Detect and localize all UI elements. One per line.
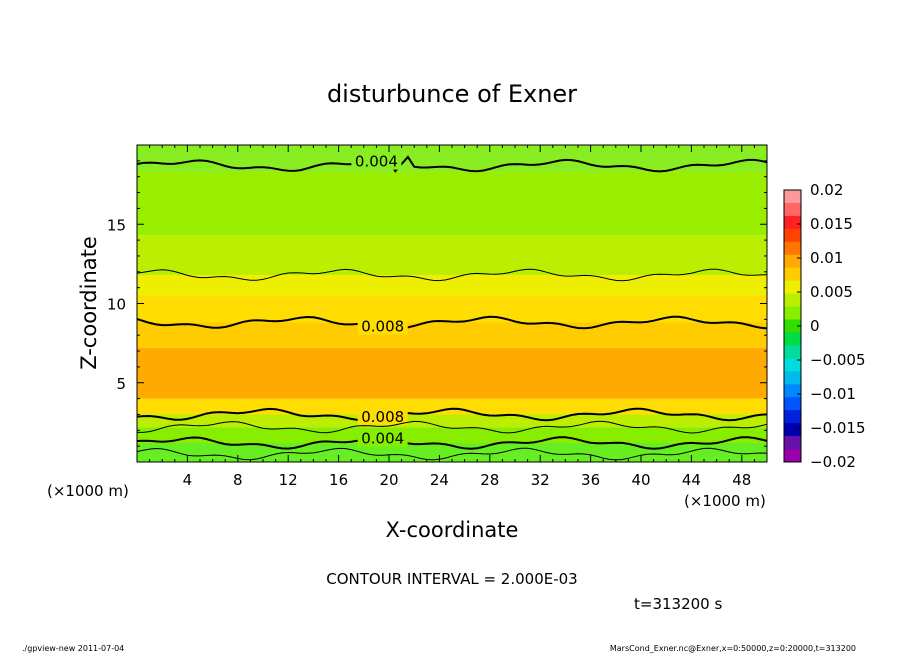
contour-band-6 xyxy=(137,295,767,323)
x-tick-label: 16 xyxy=(329,471,348,489)
colorbar-swatch xyxy=(784,449,801,463)
colorbar-swatch xyxy=(784,410,801,424)
x-tick-label: 48 xyxy=(732,471,751,489)
x-tick-label: 20 xyxy=(379,471,398,489)
x-unit-left: (×1000 m) xyxy=(47,482,129,500)
contour-line-2 xyxy=(136,315,768,330)
colorbar-swatch xyxy=(784,215,801,230)
x-tick-label: 12 xyxy=(279,471,298,489)
colorbar-swatch xyxy=(784,254,801,269)
colorbar-swatch xyxy=(784,241,801,256)
x-tick-label: 44 xyxy=(682,471,701,489)
plot-area xyxy=(137,145,767,462)
time-text: t=313200 s xyxy=(634,595,722,613)
contour-line-3 xyxy=(136,407,768,422)
x-tick-label: 40 xyxy=(631,471,650,489)
colorbar-swatch xyxy=(784,332,801,346)
contour-interval-text: CONTOUR INTERVAL = 2.000E-03 xyxy=(326,570,577,588)
colorbar-tick-label: −0.005 xyxy=(810,351,866,369)
contour-band-5 xyxy=(137,322,767,348)
colorbar-swatch xyxy=(784,293,801,308)
x-tick-label: 32 xyxy=(531,471,550,489)
colorbar-swatch xyxy=(784,423,801,437)
colorbar-tick-label: 0.015 xyxy=(810,215,853,233)
colorbar-tick-label: 0 xyxy=(810,317,820,335)
x-tick-label: 28 xyxy=(480,471,499,489)
footer-left: ./gpview-new 2011-07-04 xyxy=(22,644,124,653)
contour-label-bg-0 xyxy=(351,151,402,170)
x-axis-label: X-coordinate xyxy=(386,518,519,542)
colorbar-swatch xyxy=(784,384,801,398)
contour-band-7 xyxy=(137,274,767,296)
x-tick-label: 36 xyxy=(581,471,600,489)
y-axis-ticks: 5 10 15 xyxy=(107,160,767,447)
contour-label-bg-5 xyxy=(357,428,408,447)
contour-line-6 xyxy=(136,447,768,461)
contour-label-3: 0.008 xyxy=(361,408,404,426)
contour-band-1 xyxy=(137,427,767,443)
colorbar-swatch xyxy=(784,202,801,217)
contour-layer: 0.004 0.008 0.008 0.004 xyxy=(136,151,768,461)
colorbar-tick-label: −0.01 xyxy=(810,385,856,403)
colorbar-swatch xyxy=(784,345,801,359)
x-unit-right: (×1000 m) xyxy=(684,492,766,510)
contour-band-3 xyxy=(137,398,767,415)
contour-label-2: 0.008 xyxy=(361,318,404,336)
footer-right: MarsCond_Exner.nc@Exner,x=0:50000,z=0:20… xyxy=(610,644,856,653)
colorbar-swatch xyxy=(784,371,801,385)
contour-band-2 xyxy=(137,414,767,428)
contour-band-4 xyxy=(137,347,767,399)
x-tick-label: 4 xyxy=(183,471,193,489)
colorbar-swatch xyxy=(784,190,801,204)
colorbar-swatch xyxy=(784,319,801,333)
colorbar xyxy=(783,189,802,463)
colorbar-swatch xyxy=(784,306,801,321)
colorbar-ticks: 0.02 0.015 0.01 0.005 0 −0.005 −0.01 −0.015 −0.0… xyxy=(797,181,866,471)
contour-line-1 xyxy=(136,268,768,282)
contour-label-0: 0.004 xyxy=(355,153,398,171)
colorbar-tick-label: 0.02 xyxy=(810,181,843,199)
colorbar-tick-label: 0.005 xyxy=(810,283,853,301)
contour-label-bg-3 xyxy=(357,407,408,426)
contour-band-8 xyxy=(137,235,767,275)
contour-label-bg-2 xyxy=(357,316,408,335)
contour-line-0 xyxy=(136,155,768,173)
y-tick-label: 15 xyxy=(107,216,126,234)
contour-band-9 xyxy=(137,171,767,236)
x-tick-label: 8 xyxy=(233,471,243,489)
colorbar-tick-label: 0.01 xyxy=(810,249,843,267)
colorbar-swatch xyxy=(784,397,801,411)
x-tick-label: 24 xyxy=(430,471,449,489)
contour-line-5 xyxy=(136,436,768,450)
y-axis-label: Z-coordinate xyxy=(77,236,101,370)
colorbar-swatch xyxy=(784,436,801,450)
colorbar-tick-label: −0.015 xyxy=(810,419,866,437)
colorbar-swatch xyxy=(784,358,801,372)
colorbar-tick-label: −0.02 xyxy=(810,453,856,471)
colorbar-swatch xyxy=(784,267,801,282)
chart-title: disturbunce of Exner xyxy=(327,80,577,108)
x-axis-ticks: 4 8 12 16 20 24 28 32 36 40 44 48 xyxy=(149,145,755,489)
y-tick-label: 5 xyxy=(116,375,126,393)
colorbar-swatch xyxy=(784,280,801,295)
contour-label-5: 0.004 xyxy=(361,429,404,447)
colorbar-swatch xyxy=(784,228,801,243)
contour-line-4 xyxy=(137,420,768,434)
y-tick-label: 10 xyxy=(107,296,126,314)
